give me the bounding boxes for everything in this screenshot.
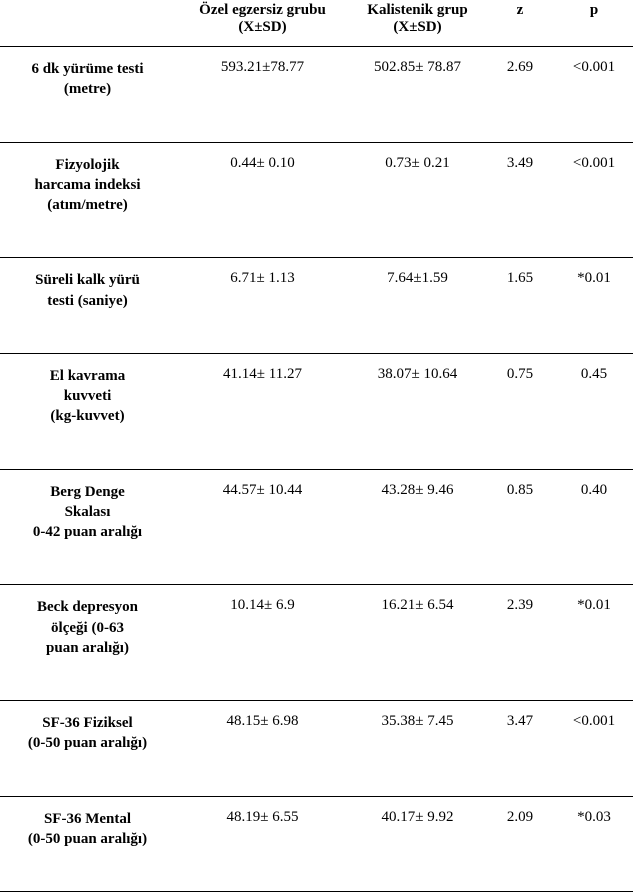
- row-label: SF-36 Mental(0-50 puan aralığı): [0, 796, 175, 892]
- table-row: Süreli kalk yürütesti (saniye)6.71± 1.13…: [0, 258, 633, 354]
- row-label-line: (0-50 puan aralığı): [0, 733, 175, 753]
- cell-group1: 44.57± 10.44: [175, 469, 350, 585]
- table-row: SF-36 Fiziksel(0-50 puan aralığı)48.15± …: [0, 701, 633, 797]
- row-label-line: 6 dk yürüme testi: [0, 59, 175, 79]
- table-header-row: Özel egzersiz grubu (X±SD) Kalistenik gr…: [0, 0, 633, 47]
- row-label-line: (0-50 puan aralığı): [0, 829, 175, 849]
- col-header-group1-line2: (X±SD): [175, 19, 350, 36]
- row-label: 6 dk yürüme testi(metre): [0, 47, 175, 143]
- cell-z: 2.09: [485, 796, 555, 892]
- row-label-line: Skalası: [0, 502, 175, 522]
- cell-z: 3.49: [485, 142, 555, 258]
- row-label: Beck depresyonölçeği (0-63puan aralığı): [0, 585, 175, 701]
- col-header-group2: Kalistenik grup (X±SD): [350, 0, 485, 47]
- row-label-line: harcama indeksi: [0, 175, 175, 195]
- cell-p: *0.01: [555, 585, 633, 701]
- col-header-p: p: [555, 0, 633, 47]
- row-label-line: puan aralığı): [0, 638, 175, 658]
- cell-group2: 7.64±1.59: [350, 258, 485, 354]
- row-label-line: Beck depresyon: [0, 597, 175, 617]
- table-row: SF-36 Mental(0-50 puan aralığı)48.19± 6.…: [0, 796, 633, 892]
- cell-p: <0.001: [555, 47, 633, 143]
- cell-group1: 41.14± 11.27: [175, 353, 350, 469]
- row-label: Süreli kalk yürütesti (saniye): [0, 258, 175, 354]
- table-row: Beck depresyonölçeği (0-63puan aralığı)1…: [0, 585, 633, 701]
- cell-group2: 502.85± 78.87: [350, 47, 485, 143]
- row-label-line: (metre): [0, 79, 175, 99]
- row-label-line: (atım/metre): [0, 195, 175, 215]
- row-label-line: kuvveti: [0, 386, 175, 406]
- row-label: Fizyolojikharcama indeksi(atım/metre): [0, 142, 175, 258]
- row-label-line: testi (saniye): [0, 291, 175, 311]
- cell-group2: 38.07± 10.64: [350, 353, 485, 469]
- cell-p: <0.001: [555, 701, 633, 797]
- cell-z: 3.47: [485, 701, 555, 797]
- col-header-group2-line1: Kalistenik grup: [350, 2, 485, 19]
- row-label-line: Süreli kalk yürü: [0, 270, 175, 290]
- table-row: El kavramakuvveti(kg-kuvvet)41.14± 11.27…: [0, 353, 633, 469]
- cell-p: 0.45: [555, 353, 633, 469]
- results-table: Özel egzersiz grubu (X±SD) Kalistenik gr…: [0, 0, 633, 892]
- cell-group1: 48.15± 6.98: [175, 701, 350, 797]
- cell-group2: 43.28± 9.46: [350, 469, 485, 585]
- cell-p: *0.03: [555, 796, 633, 892]
- cell-z: 0.75: [485, 353, 555, 469]
- row-label-line: ölçeği (0-63: [0, 618, 175, 638]
- cell-z: 1.65: [485, 258, 555, 354]
- cell-group2: 35.38± 7.45: [350, 701, 485, 797]
- cell-group1: 0.44± 0.10: [175, 142, 350, 258]
- table-row: Fizyolojikharcama indeksi(atım/metre)0.4…: [0, 142, 633, 258]
- row-label: SF-36 Fiziksel(0-50 puan aralığı): [0, 701, 175, 797]
- table-row: Berg DengeSkalası0-42 puan aralığı44.57±…: [0, 469, 633, 585]
- row-label-line: SF-36 Fiziksel: [0, 713, 175, 733]
- table-row: 6 dk yürüme testi(metre)593.21±78.77502.…: [0, 47, 633, 143]
- cell-p: *0.01: [555, 258, 633, 354]
- col-header-z: z: [485, 0, 555, 47]
- row-label-line: (kg-kuvvet): [0, 406, 175, 426]
- row-label-line: El kavrama: [0, 366, 175, 386]
- cell-z: 0.85: [485, 469, 555, 585]
- cell-z: 2.39: [485, 585, 555, 701]
- cell-p: 0.40: [555, 469, 633, 585]
- col-header-group1-line1: Özel egzersiz grubu: [175, 2, 350, 19]
- col-header-group2-line2: (X±SD): [350, 19, 485, 36]
- table-body: 6 dk yürüme testi(metre)593.21±78.77502.…: [0, 47, 633, 892]
- cell-group2: 40.17± 9.92: [350, 796, 485, 892]
- row-label-line: SF-36 Mental: [0, 809, 175, 829]
- row-label-line: 0-42 puan aralığı: [0, 522, 175, 542]
- cell-z: 2.69: [485, 47, 555, 143]
- row-label-line: Fizyolojik: [0, 155, 175, 175]
- cell-group1: 593.21±78.77: [175, 47, 350, 143]
- cell-group1: 6.71± 1.13: [175, 258, 350, 354]
- cell-group1: 10.14± 6.9: [175, 585, 350, 701]
- cell-group2: 0.73± 0.21: [350, 142, 485, 258]
- cell-group2: 16.21± 6.54: [350, 585, 485, 701]
- row-label-line: Berg Denge: [0, 482, 175, 502]
- cell-group1: 48.19± 6.55: [175, 796, 350, 892]
- row-label: Berg DengeSkalası0-42 puan aralığı: [0, 469, 175, 585]
- cell-p: <0.001: [555, 142, 633, 258]
- col-header-group1: Özel egzersiz grubu (X±SD): [175, 0, 350, 47]
- col-header-label: [0, 0, 175, 47]
- row-label: El kavramakuvveti(kg-kuvvet): [0, 353, 175, 469]
